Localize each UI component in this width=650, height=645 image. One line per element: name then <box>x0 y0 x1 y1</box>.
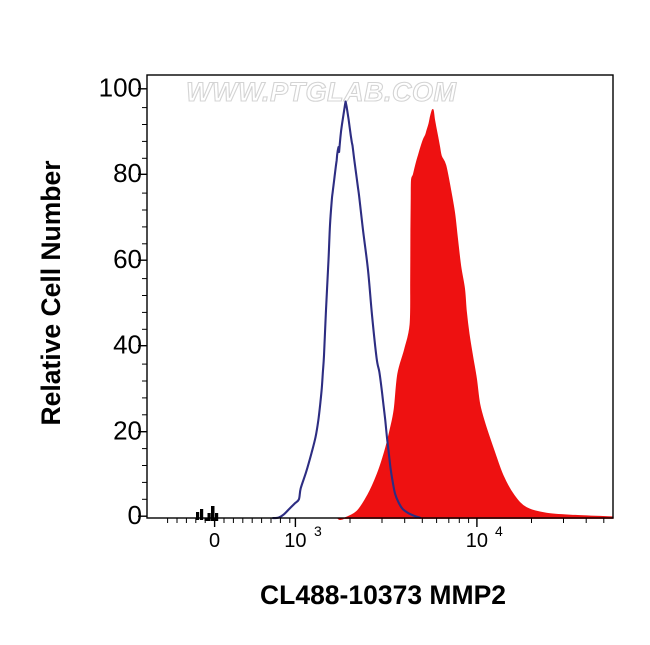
svg-text:80: 80 <box>113 158 142 188</box>
svg-text:10: 10 <box>466 530 488 552</box>
svg-text:CL488-10373 MMP2: CL488-10373 MMP2 <box>260 580 506 610</box>
svg-text:Relative Cell Number: Relative Cell Number <box>36 160 66 425</box>
svg-text:60: 60 <box>113 244 142 274</box>
svg-text:3: 3 <box>314 523 322 539</box>
svg-text:20: 20 <box>113 416 142 446</box>
svg-text:WWW.PTGLAB.COM: WWW.PTGLAB.COM <box>186 77 456 107</box>
svg-text:0: 0 <box>209 530 220 552</box>
svg-text:40: 40 <box>113 330 142 360</box>
svg-text:0: 0 <box>128 500 142 530</box>
svg-text:4: 4 <box>495 523 503 539</box>
svg-text:10: 10 <box>284 530 306 552</box>
svg-text:100: 100 <box>99 73 142 103</box>
